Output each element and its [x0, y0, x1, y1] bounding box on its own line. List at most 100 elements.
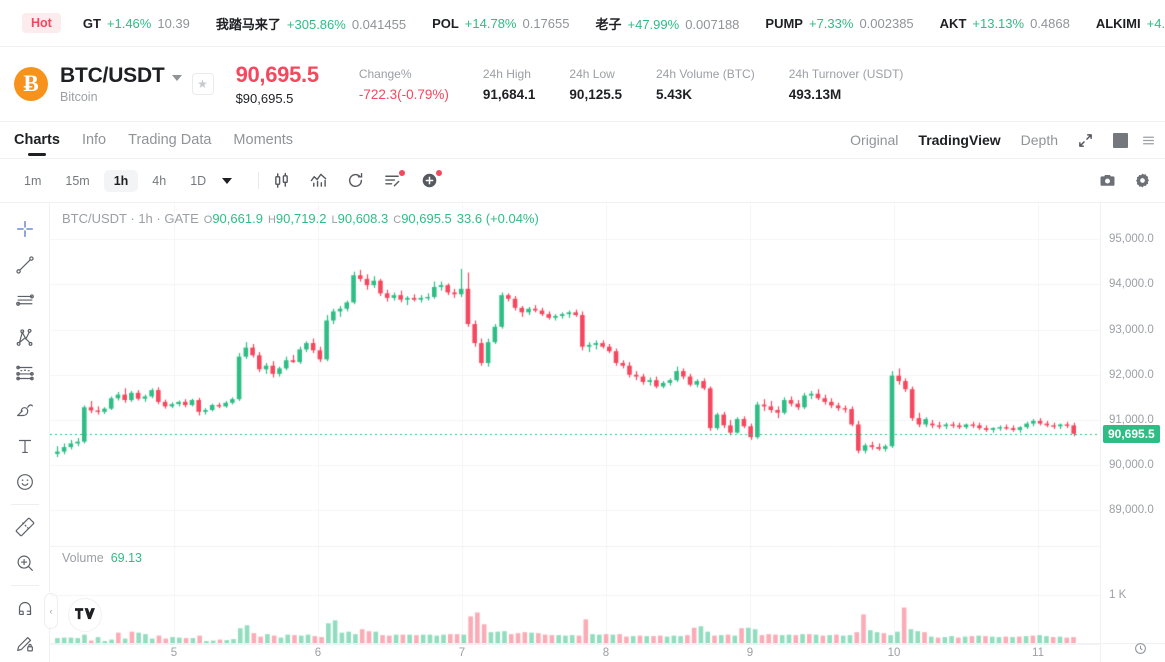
rail-divider: [10, 503, 39, 505]
tradingview-logo-icon: [68, 598, 102, 632]
ohlc-low: 90,608.3: [337, 211, 389, 226]
time-axis-line: [50, 643, 1165, 644]
toolbar-divider: [258, 172, 260, 189]
tab-charts[interactable]: Charts: [14, 122, 60, 159]
ticker-symbol: 老子: [595, 16, 622, 32]
ticker-change: +4.36%: [1146, 15, 1165, 31]
ticker-price: 0.007188: [685, 16, 740, 32]
add-indicator-icon[interactable]: [421, 170, 443, 189]
chart-toolbar: 1m 15m 1h 4h 1D: [0, 159, 1165, 203]
chevron-down-icon[interactable]: [222, 177, 233, 184]
stat-value: 91,684.1: [482, 86, 536, 102]
chart-mode-depth[interactable]: Depth: [1020, 132, 1058, 148]
section-tabbar: Charts Info Trading Data Moments Original Tr…: [0, 122, 1165, 159]
zoom-in-icon[interactable]: [0, 545, 50, 581]
ohlc-close: 90,695.5: [401, 211, 452, 226]
ohlc-high-key: H: [267, 214, 276, 226]
indicators-icon[interactable]: [310, 172, 327, 189]
tab-moments[interactable]: Moments: [233, 132, 294, 148]
timeframe-1m[interactable]: 1m: [24, 173, 42, 188]
notification-dot: [436, 170, 443, 176]
ticker-item[interactable]: AKT +13.13% 0.4868: [940, 16, 1070, 31]
tab-info[interactable]: Info: [81, 132, 107, 148]
text-icon[interactable]: [0, 428, 50, 464]
drawing-toolbar: ‹: [0, 203, 58, 662]
market-ticker-bar: Hot GT +1.46% 10.39 我踏马来了 +305.86% 0.041455 PO…: [0, 0, 1165, 47]
price-tick-label: 91,000.0: [1109, 413, 1154, 426]
notification-dot: [399, 170, 406, 176]
alert-list-icon[interactable]: [384, 170, 406, 189]
magnet-icon[interactable]: [0, 590, 50, 626]
timeframe-1h[interactable]: 1h: [103, 169, 139, 192]
stat-label: Change%: [358, 66, 412, 81]
volume-value: 69.13: [110, 551, 142, 565]
ticker-item[interactable]: ALKIMI+4.36%0.01696: [1096, 16, 1165, 31]
ticker-symbol: AKT: [939, 15, 967, 31]
favorite-star-icon[interactable]: ★: [191, 73, 214, 95]
fib-retracement-icon[interactable]: [0, 355, 50, 391]
ticker-item[interactable]: 我踏马来了 +305.86% 0.041455: [216, 14, 406, 33]
chart-legend: BTC/USDT · 1h · GATE O90,661.9 H90,719.2…: [62, 211, 539, 226]
brush-icon[interactable]: [0, 391, 50, 427]
pitchfork-icon[interactable]: [0, 319, 50, 355]
stat-value: 5.43K: [655, 86, 693, 102]
chart-mode-tabs: Original TradingView Depth: [830, 132, 1058, 148]
pair-title: BTC/USDT: [60, 64, 165, 87]
ticker-item[interactable]: PUMP +7.33% 0.002385: [765, 16, 913, 31]
pair-header: Ƀ BTC/USDT Bitcoin ★ 90,695.5 $90,695.5 …: [0, 47, 1165, 122]
time-tick-label: 5: [170, 647, 178, 659]
fullscreen-square-icon[interactable]: [1113, 132, 1128, 148]
ohlc-change: 33.6 (+0.04%): [456, 211, 539, 226]
expand-icon[interactable]: [1078, 133, 1093, 148]
chevron-down-icon[interactable]: [171, 74, 182, 81]
stat-value: -722.3(-0.79%): [358, 86, 449, 102]
stat-value: 493.13M: [788, 86, 842, 102]
ticker-symbol: POL: [432, 15, 459, 31]
clock-icon[interactable]: [1134, 642, 1147, 660]
price-axis[interactable]: 95,000.0 94,000.0 93,000.0 92,000.0 91,000.0…: [1100, 203, 1165, 662]
ohlc-high: 90,719.2: [275, 211, 327, 226]
market-stats: Change% -722.3(-0.79%) 24h High 91,684.1 24h…: [359, 67, 938, 102]
chart-mode-tradingview[interactable]: TradingView: [918, 132, 1001, 148]
timeframe-4h[interactable]: 4h: [152, 173, 167, 188]
bitcoin-logo-icon: Ƀ: [14, 67, 48, 101]
timeframe-1D[interactable]: 1D: [190, 173, 207, 188]
ticker-change: +13.13%: [972, 15, 1025, 31]
ticker-symbol: ALKIMI: [1095, 15, 1141, 31]
emoji-icon[interactable]: [0, 464, 50, 500]
ticker-item[interactable]: POL +14.78% 0.17655: [432, 16, 569, 31]
volume-axis-label: 1 K: [1109, 588, 1127, 601]
chart-mode-original[interactable]: Original: [850, 132, 899, 148]
timeframe-15m[interactable]: 15m: [65, 173, 90, 188]
market-stat: Change% -722.3(-0.79%): [359, 67, 449, 102]
measure-ruler-icon[interactable]: [0, 509, 50, 545]
time-tick-label: 9: [746, 647, 754, 659]
stat-value: 90,125.5: [569, 86, 622, 102]
ticker-item[interactable]: GT +1.46% 10.39: [83, 16, 190, 31]
horizontal-lines-icon[interactable]: [0, 283, 50, 319]
tab-trading-data[interactable]: Trading Data: [128, 132, 212, 148]
price-tick-label: 95,000.0: [1109, 233, 1154, 246]
ticker-item[interactable]: 老子 +47.99% 0.007188: [595, 14, 739, 33]
crosshair-icon[interactable]: [0, 211, 50, 247]
ohlc-close-key: C: [393, 214, 402, 226]
menu-icon[interactable]: [1142, 134, 1155, 147]
stat-label: 24h High: [482, 66, 531, 81]
ticker-change: +305.86%: [286, 16, 346, 32]
camera-icon[interactable]: [1099, 172, 1116, 189]
candlestick-canvas[interactable]: [50, 203, 1165, 662]
volume-label: Volume: [62, 551, 104, 565]
lock-pencil-icon[interactable]: [0, 626, 50, 662]
refresh-icon[interactable]: [347, 172, 364, 189]
price-tick-label: 89,000.0: [1109, 504, 1154, 517]
pair-name-block[interactable]: BTC/USDT Bitcoin: [60, 64, 182, 104]
last-price-usd: $90,695.5: [235, 91, 294, 106]
ticker-price: 0.4868: [1030, 15, 1070, 31]
gear-icon[interactable]: [1134, 172, 1151, 189]
last-price-block: 90,695.5 $90,695.5: [235, 62, 320, 106]
candlestick-type-icon[interactable]: [273, 172, 290, 189]
trend-line-icon[interactable]: [0, 247, 50, 283]
ticker-items: GT +1.46% 10.39 我踏马来了 +305.86% 0.041455 POL +14…: [83, 14, 1165, 33]
price-tick-label: 93,000.0: [1109, 323, 1154, 336]
chart-area[interactable]: BTC/USDT · 1h · GATE O90,661.9 H90,719.2…: [50, 203, 1165, 662]
